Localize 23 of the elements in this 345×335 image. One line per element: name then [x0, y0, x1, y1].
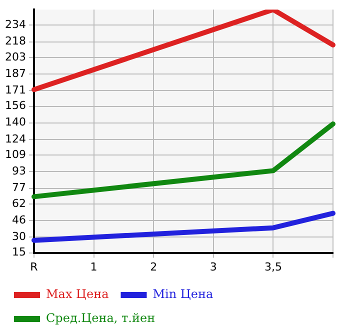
- y-tick-label: 140: [4, 116, 26, 129]
- y-tick-label: 156: [4, 99, 26, 112]
- y-tick-label: 171: [4, 84, 26, 97]
- y-tick-label: 30: [12, 230, 26, 244]
- y-tick-label: 187: [4, 66, 26, 80]
- y-tick-label: 109: [4, 148, 26, 161]
- y-tick-label: 203: [4, 50, 26, 64]
- y-tick-label: 124: [4, 132, 26, 146]
- x-tick-label: R: [30, 260, 38, 274]
- legend-label: Max Цена: [46, 287, 109, 302]
- x-tick-label: 3: [210, 260, 217, 274]
- x-tick-label: 3,5: [264, 260, 282, 274]
- x-tick-label: 1: [90, 260, 98, 274]
- x-tick-label: 2: [150, 260, 158, 274]
- y-tick-label: 218: [4, 34, 26, 48]
- y-tick-label: 46: [12, 213, 26, 226]
- legend-label: Min Цена: [152, 287, 214, 302]
- y-tick-label: 62: [12, 196, 26, 210]
- legend-label: Сред.Цена, т.йен: [46, 311, 156, 326]
- y-tick-label: 15: [12, 246, 26, 259]
- y-tick-label: 77: [12, 181, 26, 194]
- y-tick-label: 93: [12, 164, 26, 178]
- y-tick-label: 234: [4, 18, 26, 32]
